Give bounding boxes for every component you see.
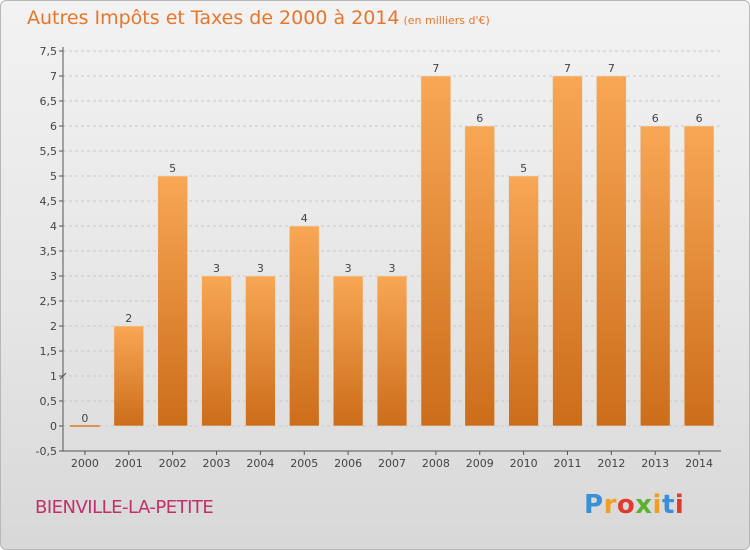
- y-tick-label: 4,5: [40, 195, 58, 208]
- logo-letter: t: [661, 490, 675, 520]
- y-tick-label: 0,5: [40, 395, 58, 408]
- data-label: 3: [257, 262, 264, 275]
- x-tick-label: 2006: [334, 457, 362, 470]
- y-tick-label: 3: [50, 270, 57, 283]
- logo-letter: x: [635, 490, 653, 520]
- x-tick-label: 2005: [290, 457, 318, 470]
- chart-title-text: Autres Impôts et Taxes de 2000 à 2014: [27, 7, 400, 29]
- logo-letter: i: [674, 490, 685, 520]
- data-label: 3: [213, 262, 220, 275]
- x-tick-label: 2007: [378, 457, 406, 470]
- bar: [376, 275, 408, 427]
- y-tick-label: 6: [50, 120, 57, 133]
- y-tick-label: 3,5: [40, 245, 58, 258]
- y-tick-label: 2,5: [40, 295, 58, 308]
- data-label: 0: [81, 412, 88, 425]
- x-tick-label: 2003: [203, 457, 231, 470]
- x-tick-label: 2008: [422, 457, 450, 470]
- data-label: 7: [432, 62, 439, 75]
- y-tick-label: 4: [50, 220, 57, 233]
- y-tick-label: 7: [50, 70, 57, 83]
- data-label: 6: [696, 112, 703, 125]
- bar: [683, 125, 715, 427]
- x-tick-label: 2011: [553, 457, 581, 470]
- y-tick-label: 5: [50, 170, 57, 183]
- y-tick-label: 7,5: [40, 45, 58, 58]
- data-label: 2: [125, 312, 132, 325]
- bar: [639, 125, 671, 427]
- x-tick-label: 2000: [71, 457, 99, 470]
- y-tick-label: 0: [50, 420, 57, 433]
- x-tick-label: 2002: [159, 457, 187, 470]
- logo-letter: r: [603, 490, 617, 520]
- data-label: 3: [345, 262, 352, 275]
- y-tick-label: 1: [50, 370, 57, 383]
- data-label: 5: [520, 162, 527, 175]
- x-tick-label: 2004: [246, 457, 274, 470]
- data-label: 6: [652, 112, 659, 125]
- data-label: 7: [608, 62, 615, 75]
- chart-title: Autres Impôts et Taxes de 2000 à 2014 (en…: [27, 7, 490, 29]
- logo-letter: P: [584, 490, 604, 520]
- y-tick-label: 5,5: [40, 145, 58, 158]
- y-tick-label: 2: [50, 320, 57, 333]
- data-label: 3: [389, 262, 396, 275]
- x-tick-label: 2009: [466, 457, 494, 470]
- data-label: 5: [169, 162, 176, 175]
- bar: [596, 75, 627, 427]
- logo-letter: o: [616, 490, 636, 520]
- data-label: 7: [564, 62, 571, 75]
- bar: [552, 75, 583, 427]
- y-tick-label: 6,5: [40, 95, 58, 108]
- place-name: BIENVILLE-LA-PETITE: [35, 497, 214, 518]
- x-tick-label: 2012: [597, 457, 625, 470]
- bar: [332, 275, 364, 427]
- bar: [201, 275, 232, 427]
- bar: [508, 175, 539, 427]
- chart-subtitle: (en milliers d'€): [403, 14, 490, 27]
- bar: [157, 175, 188, 427]
- bar: [289, 225, 320, 427]
- data-label: 4: [301, 212, 308, 225]
- x-tick-label: 2013: [641, 457, 669, 470]
- x-tick-label: 2010: [510, 457, 538, 470]
- y-tick-label: -0,5: [36, 445, 57, 458]
- bar: [464, 125, 495, 427]
- axis-break-mark: [59, 372, 67, 380]
- bar: [245, 275, 276, 427]
- x-tick-label: 2001: [115, 457, 143, 470]
- bar: [420, 75, 452, 427]
- data-label: 6: [476, 112, 483, 125]
- bar: [113, 325, 145, 427]
- y-tick-label: 1,5: [40, 345, 58, 358]
- logo-letter: i: [652, 490, 662, 520]
- x-tick-label: 2014: [685, 457, 713, 470]
- proxiti-logo: Proxiti: [584, 490, 684, 520]
